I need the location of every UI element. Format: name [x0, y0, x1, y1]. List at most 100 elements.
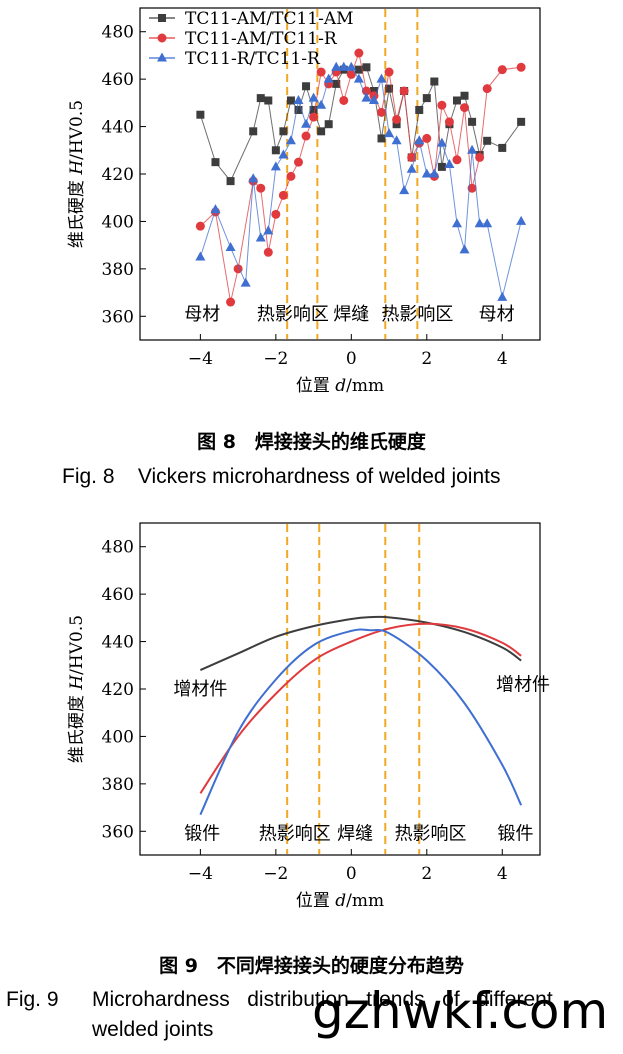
data-point-triangle [301, 118, 312, 128]
x-tick-label: 0 [346, 864, 357, 884]
legend-marker-circle [157, 33, 167, 43]
data-point-square [517, 117, 526, 126]
region-label: 热影响区 [381, 304, 453, 325]
data-point-circle [339, 95, 349, 105]
data-point-square [279, 127, 288, 136]
x-axis-label-var: d [335, 376, 346, 396]
y-tick-label: 460 [102, 585, 134, 605]
data-point-circle [346, 69, 356, 79]
data-point-triangle [331, 61, 342, 71]
data-point-triangle [240, 277, 251, 287]
data-point-circle [475, 152, 485, 162]
data-point-triangle [195, 251, 206, 261]
data-point-triangle [414, 135, 425, 145]
data-point-triangle [270, 161, 281, 171]
y-axis-label: 维氏硬度 H/HV0.5 [67, 615, 87, 763]
x-axis-label-cn: 位置 [296, 891, 335, 911]
figure-9-caption-cn: 图 9 不同焊接接头的硬度分布趋势 [159, 955, 464, 977]
legend-label: TC11-AM/TC11-R [185, 29, 338, 49]
series-line-1 [199, 622, 522, 794]
data-point-square [422, 94, 431, 103]
series-line-2 [199, 66, 522, 298]
data-point-triangle [323, 73, 334, 83]
region-label: 增材件 [173, 679, 227, 700]
region-label: 锻件 [497, 824, 533, 845]
data-point-circle [437, 100, 447, 110]
x-axis-label: 位置 d/mm [296, 891, 384, 911]
data-point-circle [226, 297, 236, 307]
y-tick-label: 400 [102, 727, 134, 747]
x-tick-label: 0 [346, 349, 357, 369]
x-tick-label: 4 [497, 864, 508, 884]
x-axis-label-var: d [335, 891, 346, 911]
data-point-circle [399, 86, 409, 96]
data-point-triangle [338, 61, 349, 71]
data-point-triangle [474, 218, 485, 228]
y-tick-label: 380 [102, 775, 134, 795]
data-point-triangle [225, 242, 236, 252]
data-point-triangle [451, 218, 462, 228]
y-axis-label: 维氏硬度 H/HV0.5 [67, 100, 87, 248]
data-point-circle [444, 117, 454, 127]
data-point-triangle [255, 232, 266, 242]
data-point-circle [195, 221, 205, 231]
data-point-triangle [278, 149, 289, 159]
data-point-circle [293, 157, 303, 167]
y-tick-label: 400 [102, 212, 134, 232]
figure-8-caption-en: Fig. 8 Vickers microhardness of welded j… [62, 465, 501, 488]
data-point-triangle [399, 185, 410, 195]
y-axis-label-var: H [67, 159, 87, 176]
data-point-triangle [421, 168, 432, 178]
data-point-circle [278, 190, 288, 200]
figure-9-caption-en-line2: welded joints [92, 1018, 214, 1041]
data-point-triangle [376, 73, 387, 83]
data-point-circle [309, 112, 319, 122]
y-tick-label: 440 [102, 118, 134, 138]
figure-9-caption-en-prefix: Fig. 9 [6, 988, 59, 1011]
region-label: 焊缝 [337, 824, 373, 845]
y-axis-label-cn: 维氏硬度 [67, 175, 87, 248]
data-point-square [256, 94, 265, 103]
data-point-square [498, 143, 507, 152]
y-axis-label-unit: /HV0.5 [67, 100, 87, 160]
data-point-square [468, 117, 477, 126]
data-point-triangle [384, 128, 395, 138]
legend-label: TC11-AM/TC11-AM [185, 9, 354, 29]
data-point-triangle [406, 163, 417, 173]
region-label: 母材 [479, 304, 515, 325]
data-point-circle [301, 131, 311, 141]
series-line-0 [199, 615, 522, 671]
region-label: 焊缝 [333, 304, 369, 325]
y-tick-label: 480 [102, 23, 134, 43]
legend-marker-square [158, 14, 166, 22]
data-point-circle [460, 103, 470, 113]
figure-8-caption-cn: 图 8 焊接接头的维氏硬度 [197, 431, 426, 453]
data-point-triangle [429, 168, 440, 178]
region-label: 锻件 [184, 824, 220, 845]
data-point-circle [256, 183, 266, 193]
data-point-triangle [467, 144, 478, 154]
x-tick-label: 2 [421, 864, 432, 884]
data-point-circle [263, 247, 273, 257]
data-point-circle [377, 107, 387, 117]
data-point-triangle [361, 92, 372, 102]
data-point-square [483, 136, 492, 145]
region-label: 热影响区 [259, 824, 331, 845]
data-point-circle [497, 65, 507, 75]
data-point-triangle [482, 218, 493, 228]
y-axis-label-unit: /HV0.5 [67, 615, 87, 675]
data-point-triangle [285, 135, 296, 145]
x-tick-label: 4 [497, 349, 508, 369]
data-point-square [437, 162, 446, 171]
data-point-square [211, 158, 220, 167]
data-point-square [377, 134, 386, 143]
y-axis-label-var: H [67, 674, 87, 691]
data-point-square [294, 105, 303, 114]
watermark: gzhwkf.com [312, 982, 609, 1040]
data-point-triangle [444, 159, 455, 169]
data-point-triangle [248, 173, 259, 183]
y-tick-label: 420 [102, 165, 134, 185]
data-point-circle [316, 67, 326, 77]
data-point-square [271, 146, 280, 155]
data-point-circle [354, 48, 364, 58]
